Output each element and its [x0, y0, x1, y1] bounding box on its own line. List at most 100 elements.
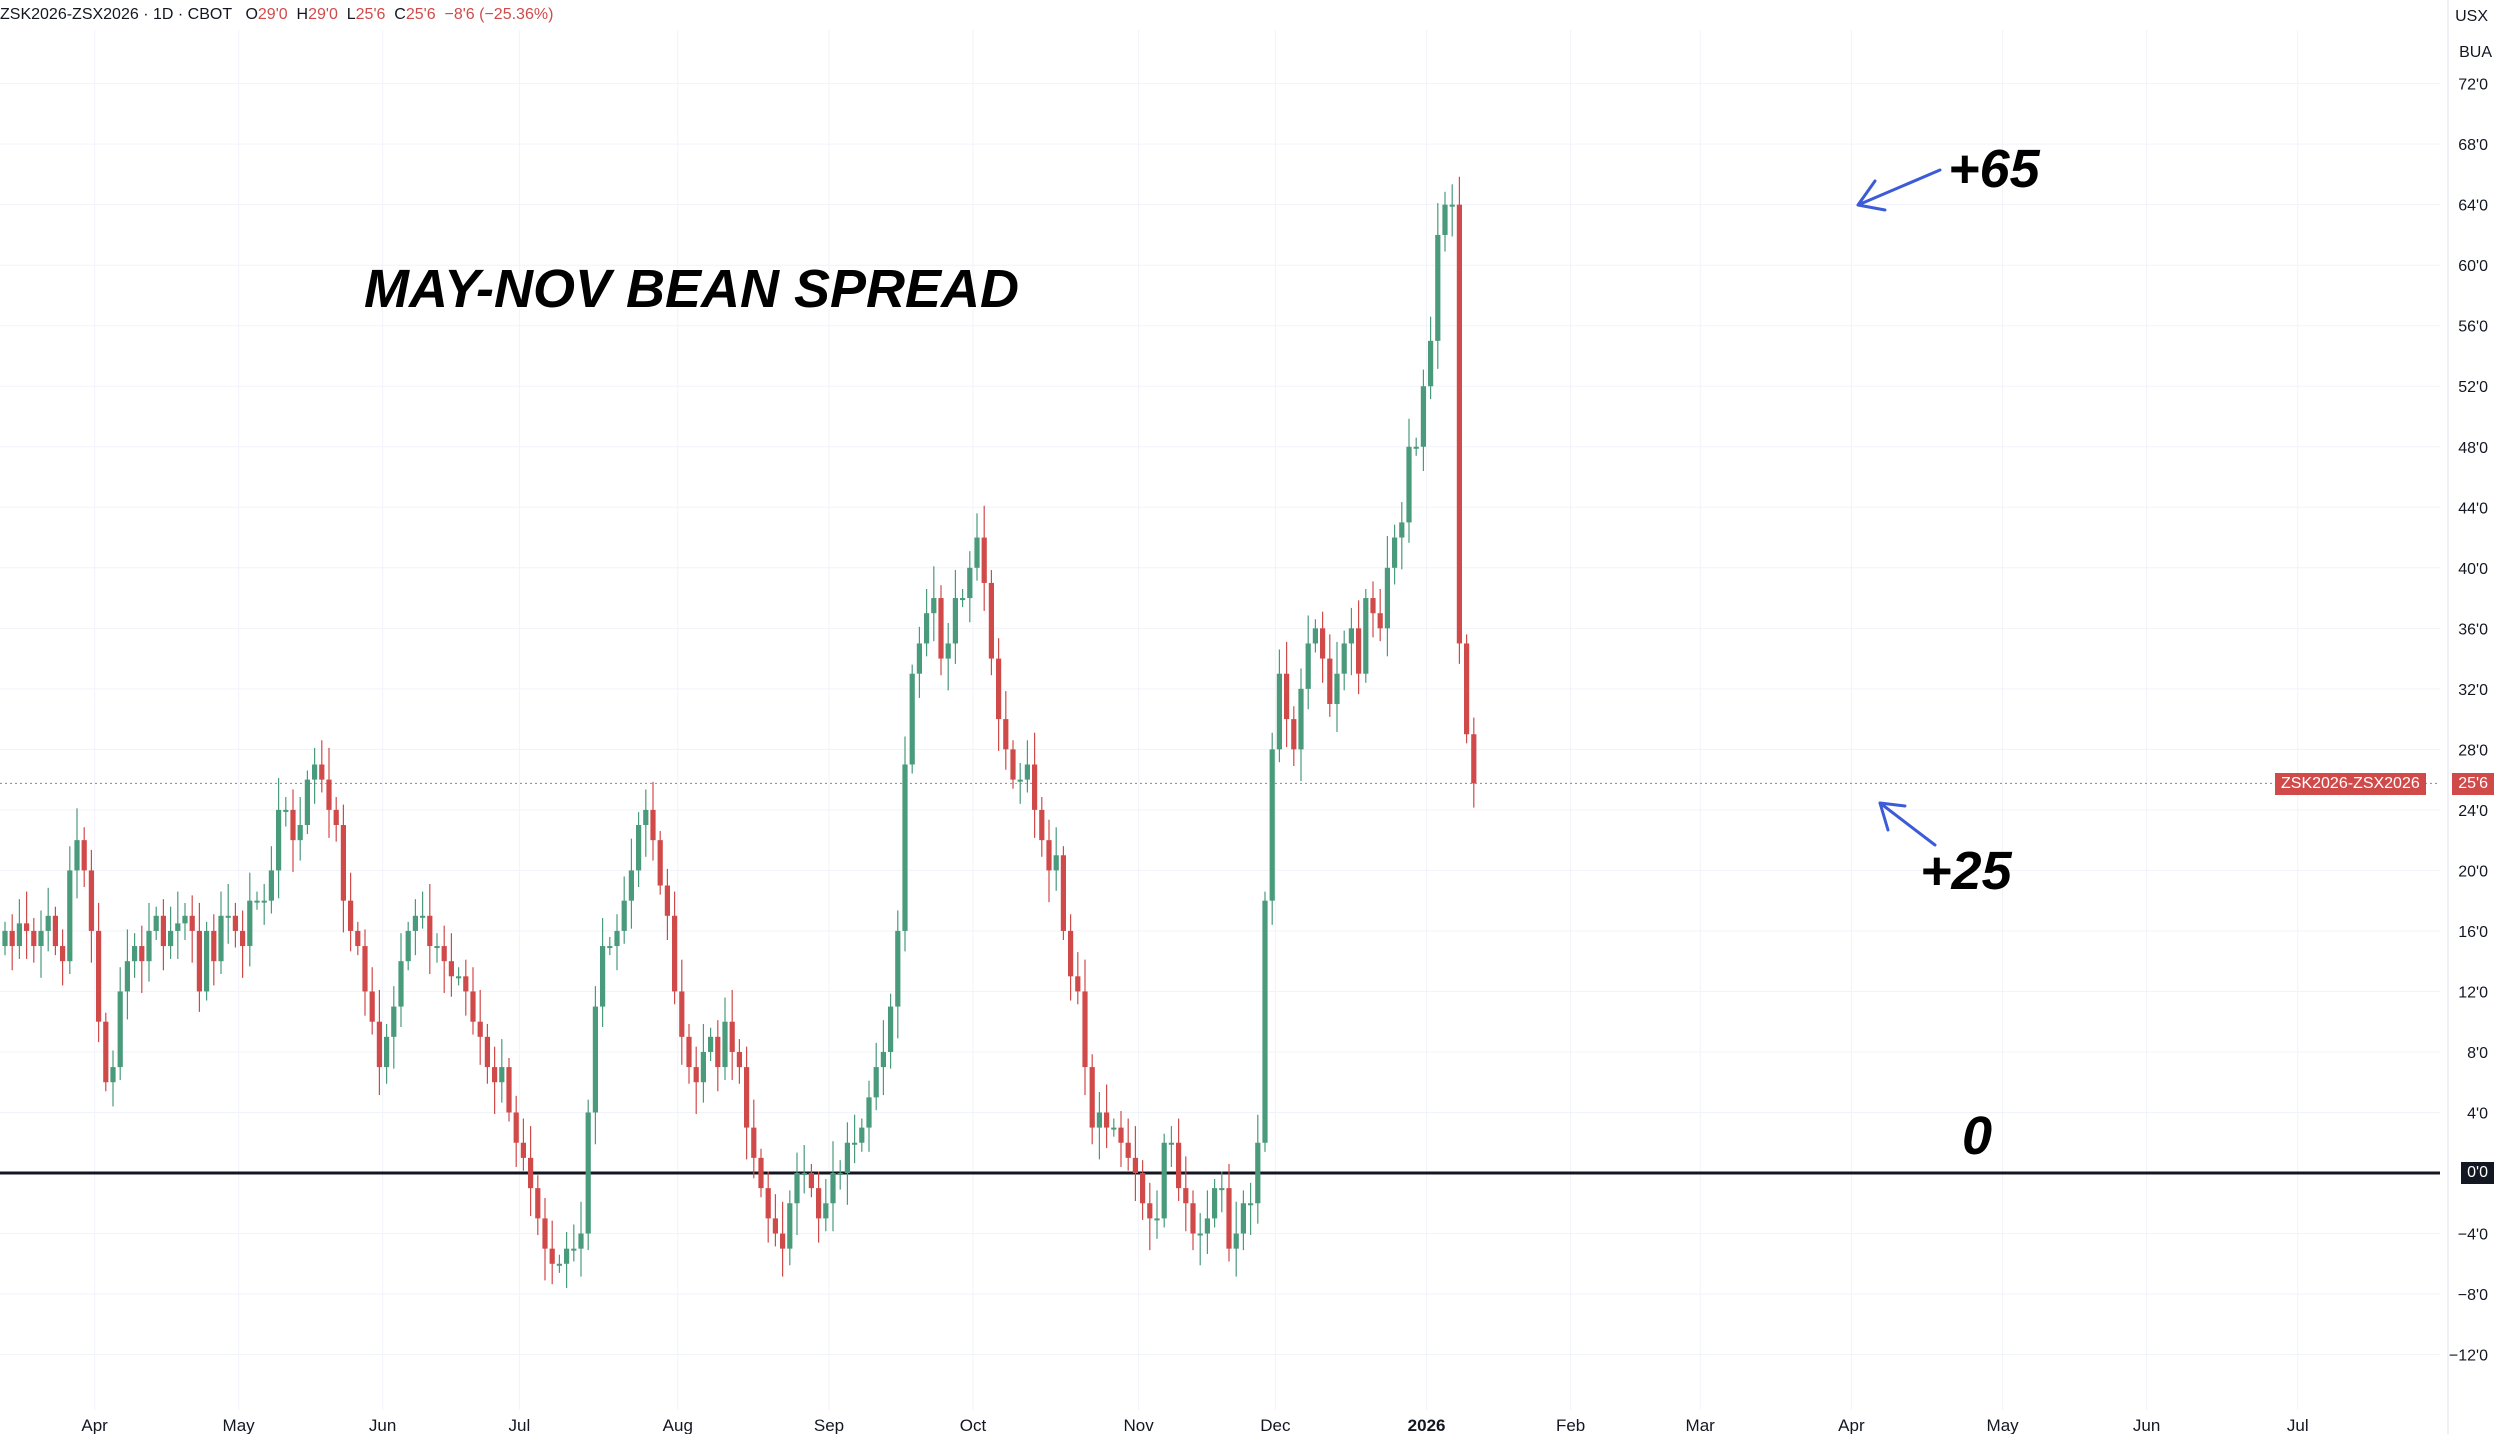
candle — [1370, 581, 1376, 638]
candle — [1118, 1110, 1124, 1167]
candle — [225, 884, 231, 944]
candle-body — [1190, 1203, 1196, 1234]
candle — [1197, 1213, 1203, 1266]
candle-body — [1003, 719, 1009, 750]
candle-body — [290, 809, 296, 841]
candle-body — [1168, 1142, 1174, 1145]
candle — [1291, 706, 1297, 767]
candle — [837, 1160, 843, 1190]
candle — [463, 959, 469, 1016]
candle-body — [650, 809, 656, 841]
open-label: O — [245, 6, 258, 23]
candle-body — [283, 809, 289, 812]
candle-body — [297, 825, 303, 841]
candle — [1255, 1114, 1261, 1224]
candle — [196, 902, 202, 1012]
candle-body — [1384, 567, 1390, 629]
candle — [160, 899, 166, 971]
candle — [1176, 1118, 1182, 1201]
x-tick-label: May — [1987, 1416, 2020, 1434]
candle — [412, 899, 418, 956]
candle-body — [520, 1142, 526, 1158]
ohlc-legend: ZSK2026-ZSX2026 · 1D · CBOT O29'0 H29'0 … — [0, 6, 553, 24]
candle — [477, 989, 483, 1065]
candle-body — [1089, 1067, 1095, 1128]
candle — [124, 929, 130, 1020]
x-tick-label: Apr — [1838, 1416, 1865, 1434]
candle — [664, 868, 670, 940]
candle-body — [88, 870, 94, 931]
candle-body — [542, 1218, 548, 1249]
candle — [1442, 191, 1448, 252]
candle — [247, 872, 253, 967]
candle-body — [758, 1157, 764, 1189]
candle — [211, 914, 217, 986]
candle-body — [1262, 900, 1268, 1143]
y-tick-label: −8'0 — [2458, 1287, 2488, 1304]
candle — [1413, 437, 1419, 456]
candle — [132, 933, 138, 978]
candle — [146, 902, 152, 982]
candle — [1233, 1201, 1239, 1277]
candle-body — [1132, 1157, 1138, 1173]
annotation-arrows — [1856, 168, 1942, 847]
x-tick-label: Aug — [663, 1416, 693, 1434]
candle-body — [254, 900, 260, 903]
candle — [470, 967, 476, 1035]
candle-body — [196, 930, 202, 992]
candle-body — [1233, 1233, 1239, 1249]
candle — [938, 585, 944, 676]
candle — [1147, 1182, 1153, 1251]
candle — [1024, 740, 1030, 793]
candle — [110, 1050, 116, 1107]
candle — [1312, 619, 1318, 653]
candle-body — [1161, 1142, 1167, 1219]
candle — [549, 1220, 555, 1285]
candle — [866, 1080, 872, 1152]
candle-body — [585, 1112, 591, 1234]
y-tick-label: 40'0 — [2458, 561, 2488, 578]
candle-body — [1060, 855, 1066, 931]
candle-body — [888, 1006, 894, 1052]
candle — [1154, 1190, 1160, 1239]
candle-body — [1269, 749, 1275, 901]
candle-body — [736, 1051, 742, 1068]
candle-body — [1032, 764, 1038, 810]
candle — [369, 967, 375, 1035]
y-tick-label: 24'0 — [2458, 803, 2488, 820]
candle — [1464, 634, 1470, 744]
candle — [909, 664, 915, 774]
candle-body — [340, 825, 346, 901]
y-tick-label: 12'0 — [2458, 984, 2488, 1001]
candle — [1161, 1133, 1167, 1228]
y-tick-label: 52'0 — [2458, 379, 2488, 396]
candle — [1327, 634, 1333, 717]
candle — [333, 797, 339, 842]
candle-body — [9, 930, 15, 947]
candle-body — [24, 923, 30, 931]
chart-title-annotation: MAY-NOV BEAN SPREAD — [364, 259, 1020, 319]
candle-body — [621, 900, 627, 931]
candle — [420, 891, 426, 929]
candle — [1032, 732, 1038, 838]
y-tick-label: 4'0 — [2467, 1105, 2488, 1122]
arrow-icon-low — [1878, 801, 1937, 847]
currency-unit[interactable]: USX — [2455, 8, 2488, 25]
candle-body — [600, 946, 606, 1007]
candle — [1053, 827, 1059, 891]
candle — [1226, 1163, 1232, 1262]
candle-body — [794, 1173, 800, 1204]
candle-body — [801, 1173, 807, 1175]
candle — [578, 1201, 584, 1277]
candle-body — [700, 1051, 706, 1083]
candle-body — [988, 582, 994, 659]
candle-body — [52, 915, 58, 947]
candle — [362, 929, 368, 1016]
candle-body — [376, 1021, 382, 1068]
candle — [873, 1042, 879, 1111]
candle-body — [686, 1036, 692, 1068]
candle — [290, 789, 296, 872]
candle — [254, 891, 260, 910]
candle-body — [1046, 840, 1052, 871]
